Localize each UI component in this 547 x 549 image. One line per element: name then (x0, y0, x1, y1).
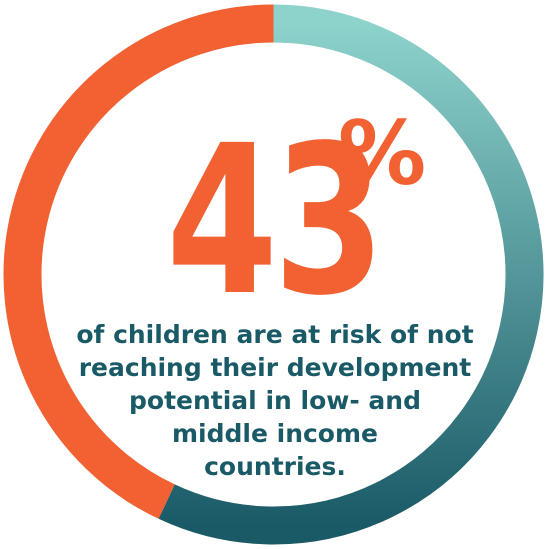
caption: of children are at risk of not reaching … (60, 318, 490, 483)
caption-line: of children are at risk of not (76, 320, 474, 349)
headline-unit: % (338, 102, 427, 205)
donut-slice-accent-full (3, 4, 274, 519)
caption-line: middle income (171, 419, 378, 448)
headline-percentage: 43 % (0, 101, 547, 341)
headline-value: 43 (166, 101, 385, 341)
caption-line: countries. (204, 452, 346, 481)
donut-slice-remainder (158, 4, 544, 545)
caption-line: reaching their development (78, 353, 472, 382)
caption-line: potential in low- and (129, 386, 421, 415)
